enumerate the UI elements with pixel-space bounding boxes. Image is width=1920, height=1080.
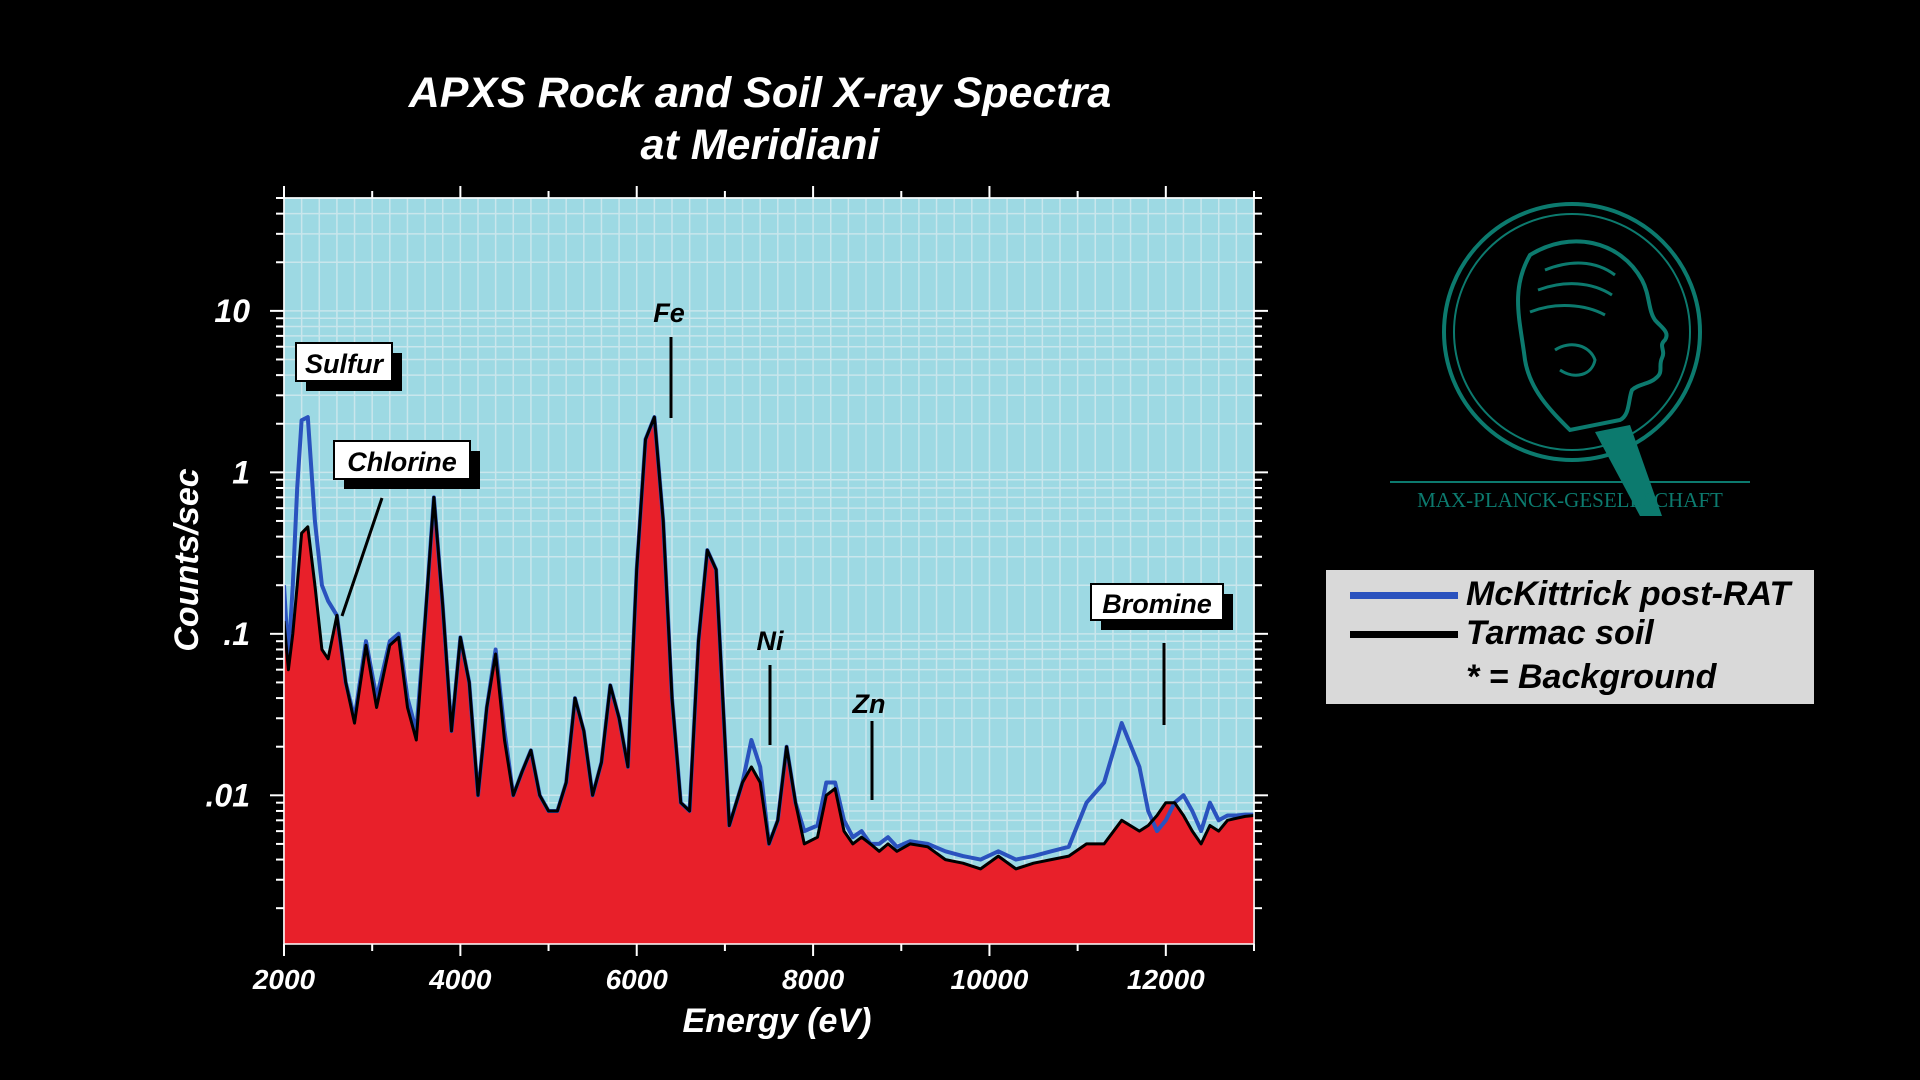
chart-subtitle: at Meridiani <box>640 121 880 169</box>
annotation-chlorine: Chlorine <box>347 447 457 477</box>
x-tick-label: 12000 <box>1127 964 1205 995</box>
annotation-fe: Fe <box>653 298 685 328</box>
annotation-leader <box>340 497 384 617</box>
axes: 2000 4000 6000 8000 10000 12000 10 1 .1 .01 <box>206 186 1268 995</box>
x-tick-label: 4000 <box>428 964 492 995</box>
annotation-box <box>333 440 471 480</box>
annotation-box <box>1090 583 1224 621</box>
y-axis-label: Counts/sec <box>168 468 206 651</box>
annotation-bromine: Bromine <box>1102 589 1212 619</box>
chart-title: APXS Rock and Soil X-ray Spectra <box>408 69 1112 117</box>
legend-label-tarmac: Tarmac soil <box>1466 614 1654 652</box>
annotation-box <box>295 342 393 382</box>
series-fill-tarmac <box>284 417 1254 944</box>
y-tick-label: .1 <box>223 616 250 652</box>
x-tick-label: 8000 <box>782 964 845 995</box>
series-layer <box>284 415 1254 944</box>
logo-text: MAX-PLANCK-GESELLSCHAFT <box>1417 488 1723 512</box>
annotation-zn: Zn <box>852 689 886 719</box>
x-tick-label: 6000 <box>606 964 669 995</box>
y-tick-label: 10 <box>214 293 250 329</box>
x-axis-label: Energy (eV) <box>683 1002 872 1040</box>
annotation-sulfur: Sulfur <box>305 349 384 379</box>
legend-label-mckittrick: McKittrick post-RAT <box>1466 575 1791 613</box>
y-tick-label: .01 <box>206 777 250 813</box>
legend: McKittrick post-RAT Tarmac soil * = Back… <box>1326 570 1814 704</box>
legend-swatch-mckittrick <box>1350 592 1458 599</box>
x-tick-label: 2000 <box>252 964 316 995</box>
y-tick-label: 1 <box>232 454 250 490</box>
annotation-ni: Ni <box>757 626 784 656</box>
plot-frame <box>283 197 1255 945</box>
x-tick-label: 10000 <box>951 964 1029 995</box>
legend-swatch-tarmac <box>1350 631 1458 638</box>
legend-note: * = Background <box>1466 658 1717 696</box>
series-line-tarmac <box>284 415 1254 871</box>
annotations: Sulfur Chlorine Fe Ni Zn Bromine <box>295 298 1233 800</box>
max-planck-logo: MAX-PLANCK-GESELLSCHAFT <box>1380 200 1760 520</box>
